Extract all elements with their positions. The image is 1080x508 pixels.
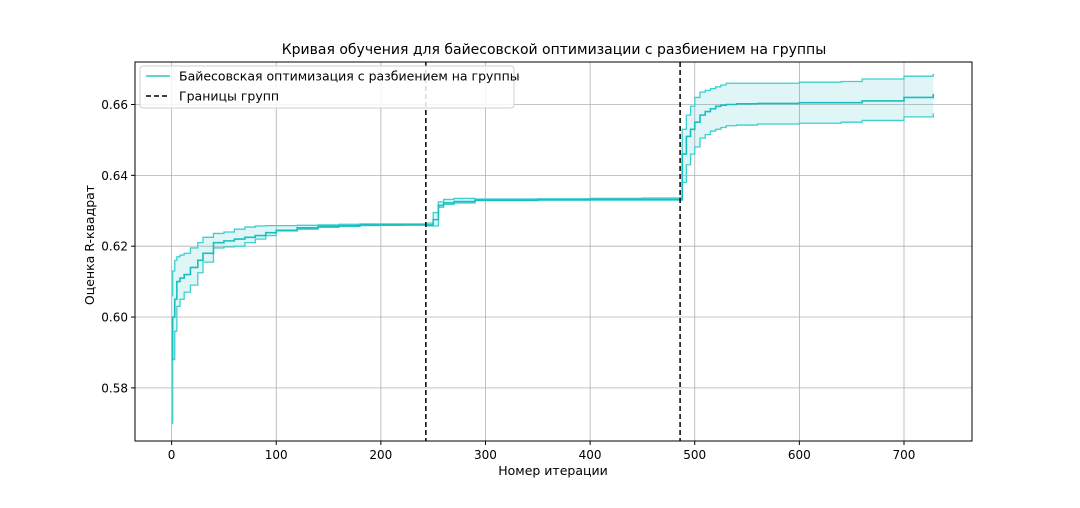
legend-label-series: Байесовская оптимизация с разбиением на … xyxy=(179,69,520,84)
x-tick-label: 0 xyxy=(168,448,176,462)
x-tick-label: 700 xyxy=(893,448,916,462)
plot-frame xyxy=(134,61,973,442)
axes xyxy=(134,61,973,442)
group-boundaries xyxy=(425,62,681,441)
legend-label-boundaries: Границы групп xyxy=(179,89,279,104)
series-lines xyxy=(171,73,935,424)
legend: Байесовская оптимизация с разбиением на … xyxy=(139,65,520,109)
y-tick-label: 0.62 xyxy=(101,240,128,254)
grid xyxy=(135,62,972,441)
x-tick-label: 500 xyxy=(683,448,706,462)
chart-title: Кривая обучения для байесовской оптимиза… xyxy=(282,42,827,58)
legend-box xyxy=(139,65,515,109)
x-tick-label: 300 xyxy=(474,448,497,462)
y-tick-label: 0.60 xyxy=(101,311,128,325)
mean-series-line xyxy=(171,93,935,361)
y-tick-label: 0.64 xyxy=(101,169,128,183)
y-tick-label: 0.58 xyxy=(101,381,128,395)
x-tick-label: 400 xyxy=(579,448,602,462)
confidence-band xyxy=(171,73,934,424)
x-tick-label: 200 xyxy=(369,448,392,462)
band-fill xyxy=(171,73,934,424)
x-tick-label: 600 xyxy=(788,448,811,462)
x-tick-label: 100 xyxy=(265,448,288,462)
y-axis-label: Оценка R-квадрат xyxy=(82,185,97,305)
y-tick-label: 0.66 xyxy=(101,98,128,112)
x-axis-label: Номер итерации xyxy=(498,463,608,478)
upper-band-line xyxy=(171,73,934,297)
ticks: 0 100 200 300 400 500 600 700 0.58 0.60 0.62 0.64 0.… xyxy=(101,98,915,462)
